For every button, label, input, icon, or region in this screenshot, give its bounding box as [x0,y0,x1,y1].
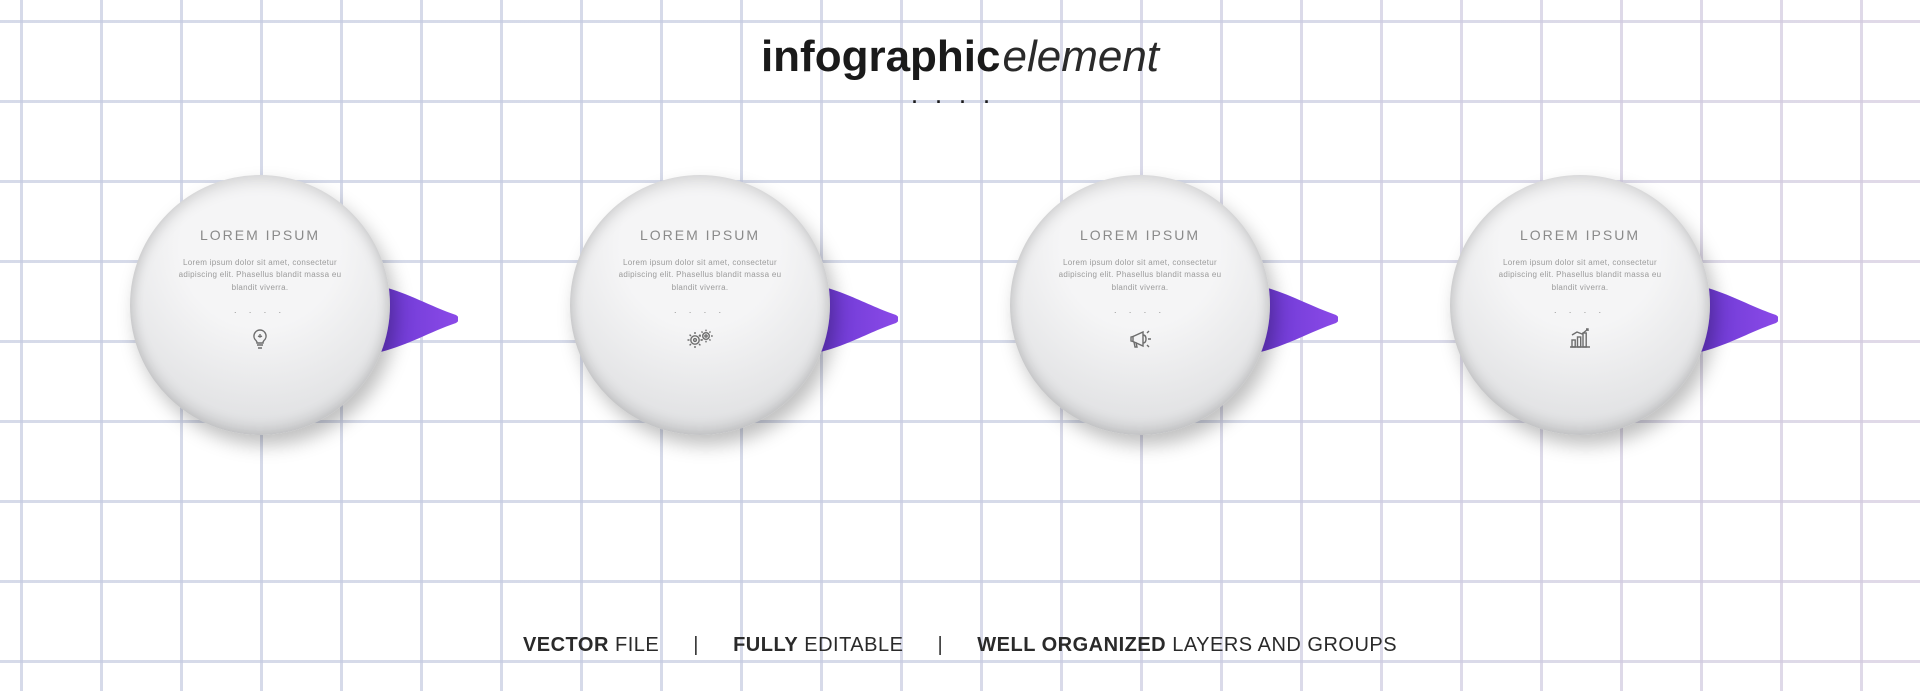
step-4-dots: · · · · [1554,308,1606,317]
footer-seg3-bold: WELL ORGANIZED [977,634,1166,656]
step-4-label: LOREM IPSUM [1520,227,1640,243]
gears-icon [686,325,714,353]
footer-sep-2: | [938,634,944,656]
footer-seg2-bold: FULLY [733,634,798,656]
footer-sep-1: | [693,634,699,656]
step-4-body: Lorem ipsum dolor sit amet, consectetur … [1495,257,1665,294]
footer-seg2-light: EDITABLE [804,634,903,656]
step-2-label: LOREM IPSUM [640,227,760,243]
megaphone-icon [1126,325,1154,353]
step-1-label: LOREM IPSUM [200,227,320,243]
step-3-label: LOREM IPSUM [1080,227,1200,243]
lightbulb-icon [246,325,274,353]
steps-row: LOREM IPSUM Lorem ipsum dolor sit amet, c… [0,175,1920,495]
step-4-circle: LOREM IPSUM Lorem ipsum dolor sit amet, c… [1450,175,1710,435]
bar-chart-icon [1566,325,1594,353]
footer: VECTOR FILE | FULLY EDITABLE | WELL ORGA… [0,634,1920,657]
step-1-body: Lorem ipsum dolor sit amet, consectetur … [175,257,345,294]
step-3-body: Lorem ipsum dolor sit amet, consectetur … [1055,257,1225,294]
step-2-body: Lorem ipsum dolor sit amet, consectetur … [615,257,785,294]
title-light: element [1003,32,1160,81]
step-1-circle: LOREM IPSUM Lorem ipsum dolor sit amet, c… [130,175,390,435]
footer-seg1-bold: VECTOR [523,634,609,656]
step-3-dots: · · · · [1114,308,1166,317]
step-2-dots: · · · · [674,308,726,317]
title-dots: ···· [0,92,1920,113]
title-bold: infographic [761,32,1001,81]
step-1: LOREM IPSUM Lorem ipsum dolor sit amet, c… [130,175,470,475]
step-3-circle: LOREM IPSUM Lorem ipsum dolor sit amet, c… [1010,175,1270,435]
step-4: LOREM IPSUM Lorem ipsum dolor sit amet, c… [1450,175,1790,475]
step-1-dots: · · · · [234,308,286,317]
header: infographicelement ···· [0,32,1920,113]
step-2-circle: LOREM IPSUM Lorem ipsum dolor sit amet, c… [570,175,830,435]
page-title: infographicelement [0,32,1920,82]
step-3: LOREM IPSUM Lorem ipsum dolor sit amet, c… [1010,175,1350,475]
footer-seg1-light: FILE [615,634,659,656]
footer-seg3-light: LAYERS AND GROUPS [1172,634,1397,656]
step-2: LOREM IPSUM Lorem ipsum dolor sit amet, c… [570,175,910,475]
